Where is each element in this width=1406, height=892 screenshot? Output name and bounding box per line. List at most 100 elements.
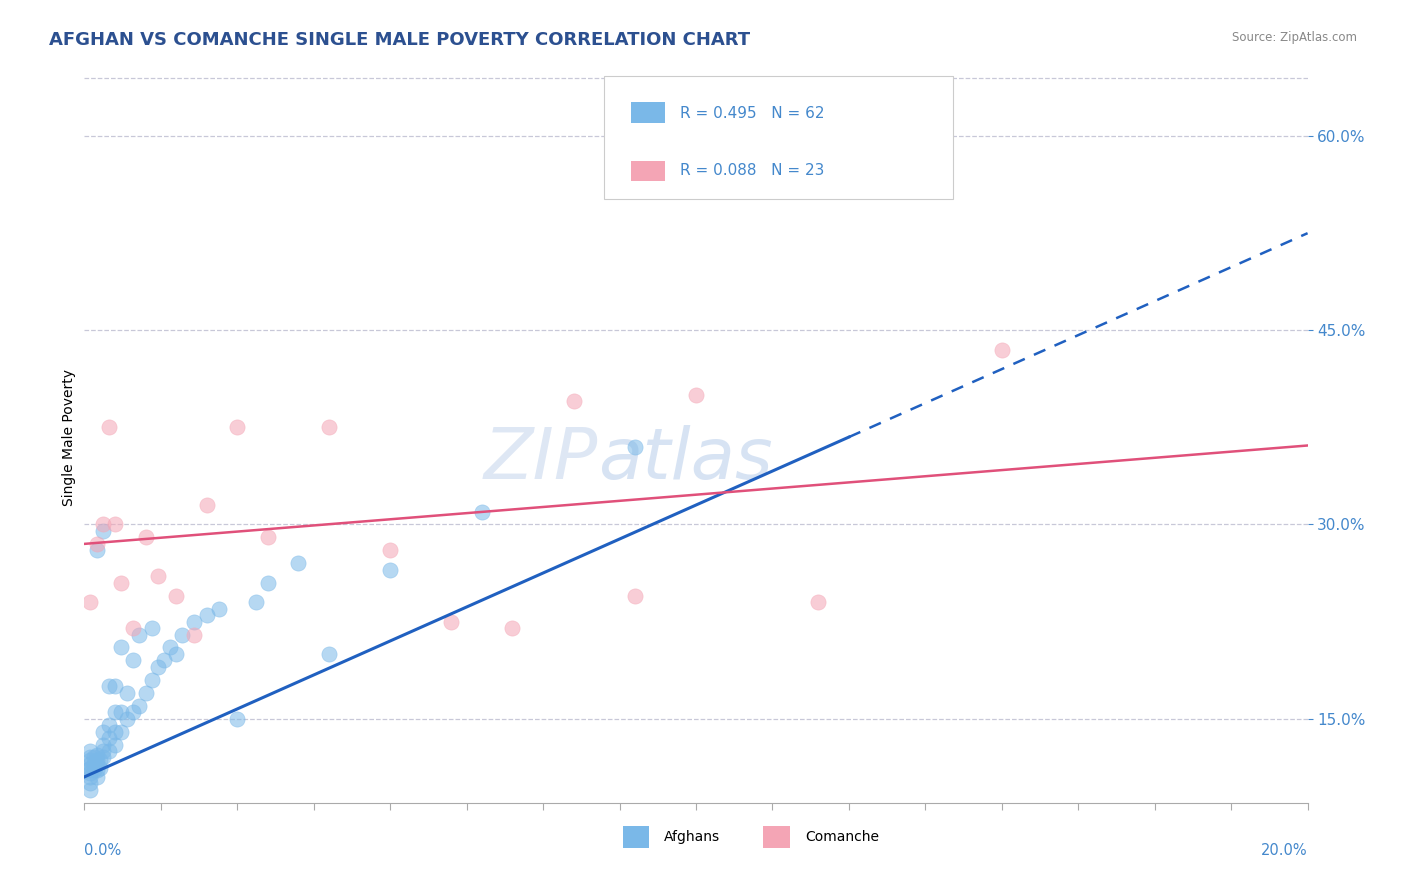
Point <box>79 756 101 771</box>
Point <box>97 731 120 745</box>
Point <box>104 679 127 693</box>
Point <box>807 595 830 609</box>
Point <box>79 761 101 775</box>
Point <box>104 517 127 532</box>
Point <box>318 647 340 661</box>
Point <box>245 595 267 609</box>
Point <box>128 627 150 641</box>
Point <box>380 563 402 577</box>
Point <box>83 750 105 764</box>
Point <box>91 724 114 739</box>
Point <box>97 744 120 758</box>
Point <box>86 756 108 771</box>
Point <box>79 753 101 767</box>
Point <box>685 388 707 402</box>
Text: R = 0.088   N = 23: R = 0.088 N = 23 <box>681 163 824 178</box>
Point <box>86 747 108 762</box>
Point <box>86 543 108 558</box>
Point <box>97 718 120 732</box>
Point <box>287 557 309 571</box>
Point <box>562 394 585 409</box>
Point <box>146 569 169 583</box>
Point <box>79 595 101 609</box>
Point <box>110 705 132 719</box>
Point <box>502 621 524 635</box>
Point <box>97 420 120 434</box>
Point <box>91 738 114 752</box>
Point <box>146 660 169 674</box>
Point <box>79 770 101 784</box>
Point <box>104 724 127 739</box>
Point <box>257 530 280 544</box>
Point <box>226 420 249 434</box>
Point <box>122 705 145 719</box>
Point <box>624 440 647 454</box>
Text: R = 0.495   N = 62: R = 0.495 N = 62 <box>681 105 824 120</box>
Point <box>91 750 114 764</box>
Point <box>91 744 114 758</box>
Point <box>440 615 463 629</box>
Point <box>195 608 218 623</box>
Text: atlas: atlas <box>598 425 773 493</box>
Text: Comanche: Comanche <box>804 830 879 844</box>
Point <box>141 673 163 687</box>
Point <box>208 601 231 615</box>
Point <box>183 627 205 641</box>
Point <box>79 782 101 797</box>
Point <box>97 679 120 693</box>
Point <box>91 524 114 538</box>
Point <box>135 530 157 544</box>
Point <box>79 776 101 790</box>
Point <box>89 753 111 767</box>
Point <box>104 738 127 752</box>
Text: Source: ZipAtlas.com: Source: ZipAtlas.com <box>1232 31 1357 45</box>
Bar <box>623 826 650 848</box>
Point <box>86 764 108 778</box>
Point <box>153 653 176 667</box>
Point <box>110 640 132 655</box>
Point <box>141 621 163 635</box>
Text: 20.0%: 20.0% <box>1261 843 1308 858</box>
Point <box>110 724 132 739</box>
Point <box>110 575 132 590</box>
Text: Afghans: Afghans <box>664 830 720 844</box>
Point <box>318 420 340 434</box>
Point <box>257 575 280 590</box>
Bar <box>763 826 790 848</box>
Point <box>115 686 138 700</box>
Point <box>83 756 105 771</box>
Point <box>991 343 1014 357</box>
Text: AFGHAN VS COMANCHE SINGLE MALE POVERTY CORRELATION CHART: AFGHAN VS COMANCHE SINGLE MALE POVERTY C… <box>49 31 751 49</box>
Text: 0.0%: 0.0% <box>84 843 121 858</box>
Point <box>115 712 138 726</box>
Point <box>380 543 402 558</box>
Point <box>172 627 194 641</box>
Point <box>195 498 218 512</box>
Bar <box>631 102 665 122</box>
Point <box>122 621 145 635</box>
Point <box>86 770 108 784</box>
Bar <box>631 161 665 181</box>
Point <box>122 653 145 667</box>
Point <box>471 504 494 518</box>
Point <box>624 589 647 603</box>
Point <box>128 698 150 713</box>
Point <box>79 750 101 764</box>
Y-axis label: Single Male Poverty: Single Male Poverty <box>62 368 76 506</box>
Point <box>86 753 108 767</box>
Point <box>79 766 101 780</box>
Point <box>89 761 111 775</box>
Point <box>86 537 108 551</box>
FancyBboxPatch shape <box>605 77 953 200</box>
Point <box>226 712 249 726</box>
Point <box>83 764 105 778</box>
Text: ZIP: ZIP <box>484 425 598 493</box>
Point <box>91 517 114 532</box>
Point <box>165 589 187 603</box>
Point <box>159 640 181 655</box>
Point <box>76 764 98 778</box>
Point <box>165 647 187 661</box>
Point <box>104 705 127 719</box>
Point <box>79 744 101 758</box>
Point <box>183 615 205 629</box>
